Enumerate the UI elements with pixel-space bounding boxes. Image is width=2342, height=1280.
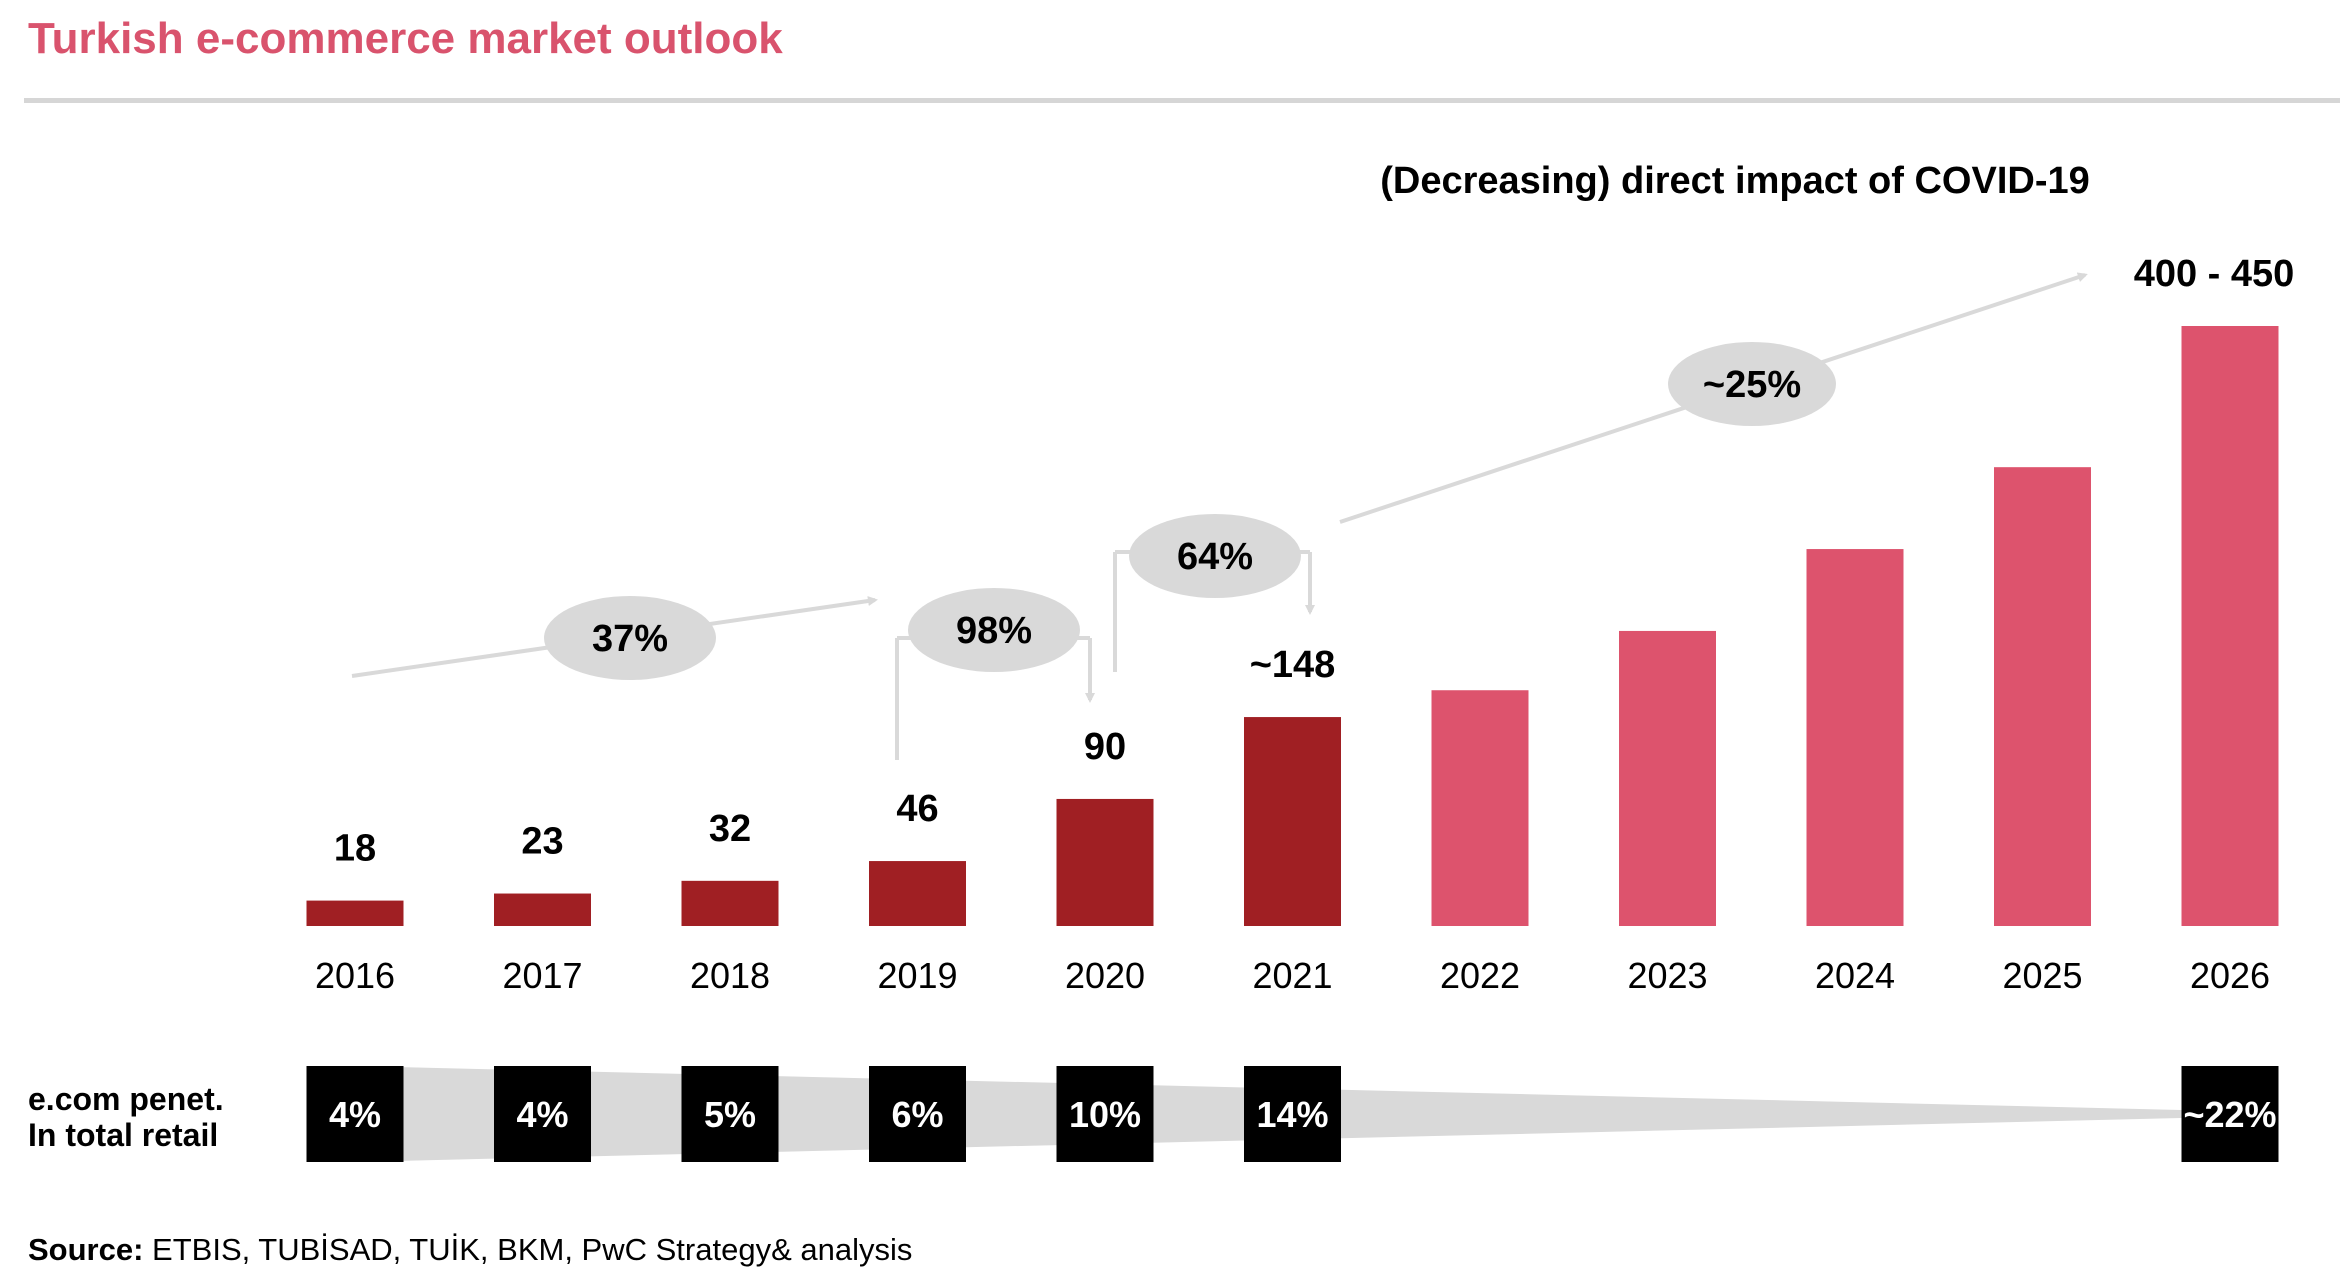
data-label-2026: 400 - 450 [2134,253,2295,295]
penetration-value-2019: 6% [891,1094,943,1135]
growth-2-bubble [908,588,1080,672]
bar-2023 [1619,630,1716,926]
penetration-value-2016: 4% [329,1094,381,1135]
data-label-2017: 23 [521,821,563,863]
bar-2017 [494,893,591,926]
x-tick-2018: 2018 [690,955,770,996]
x-tick-2017: 2017 [502,955,582,996]
x-tick-2022: 2022 [1440,955,1520,996]
bar-2026 [2181,326,2279,926]
penetration-box-2017 [494,1066,591,1162]
penetration-box-2021 [1244,1066,1341,1162]
penetration-label-line1: e.com penet. [28,1081,224,1117]
bar-2018 [681,880,779,926]
penetration-label-line2: In total retail [28,1117,218,1153]
data-label-2020: 90 [1084,726,1126,768]
growth-4-label: ~25% [1703,364,1801,406]
x-tick-2026: 2026 [2190,955,2270,996]
growth-arrows: 37% 98% 64% ~25% [351,272,2088,760]
penetration-value-2021: 14% [1256,1094,1328,1135]
data-label-2018: 32 [709,808,751,850]
source-text: ETBIS, TUBİSAD, TUİK, BKM, PwC Strategy&… [152,1232,913,1267]
source-label: Source: [28,1232,144,1267]
bar-2020 [1056,798,1154,926]
data-label-2016: 18 [334,828,376,870]
growth-1-bubble [544,596,716,680]
penetration-box-2020 [1056,1066,1154,1162]
penetration-value-2018: 5% [704,1094,756,1135]
bar-2022 [1431,690,1529,926]
penetration-box-2016 [306,1066,404,1162]
bars [306,326,2279,926]
growth-2-label: 98% [956,610,1032,652]
source-note: Source: ETBIS, TUBİSAD, TUİK, BKM, PwC S… [28,1232,912,1268]
penetration-value-2020: 10% [1069,1094,1141,1135]
data-label-2019: 46 [896,788,938,830]
penetration-box-2018 [681,1066,779,1162]
bar-2021 [1244,717,1341,926]
x-tick-2016: 2016 [315,955,395,996]
labels: 2016 18 2017 23 2018 32 2019 46 2020 90 2021 ~148 20… [315,253,2294,996]
data-label-2021: ~148 [1250,644,1336,686]
penetration-box-2019 [869,1066,966,1162]
x-tick-2024: 2024 [1815,955,1895,996]
bar-2024 [1806,549,1904,926]
x-tick-2025: 2025 [2002,955,2082,996]
covid-annotation: (Decreasing) direct impact of COVID-19 [1380,160,2090,202]
x-tick-2019: 2019 [877,955,957,996]
page-title: Turkish e-commerce market outlook [28,14,783,63]
title-divider [24,98,2340,103]
growth-1-label: 37% [592,618,668,660]
penetration-box-2026 [2181,1066,2279,1162]
penetration-value-2026: ~22% [2183,1094,2276,1135]
penetration-row: 4% 4% 5% 6% 10% 14% ~22% [306,1066,2279,1162]
bar-2016 [306,900,404,926]
penetration-value-2017: 4% [516,1094,568,1135]
growth-3-bubble [1129,514,1301,598]
x-tick-2021: 2021 [1252,955,1332,996]
x-tick-2020: 2020 [1065,955,1145,996]
x-tick-2023: 2023 [1627,955,1707,996]
bar-2019 [869,861,966,926]
growth-4-bubble [1668,342,1836,426]
growth-3-label: 64% [1177,536,1253,578]
bar-2025 [1994,467,2091,926]
